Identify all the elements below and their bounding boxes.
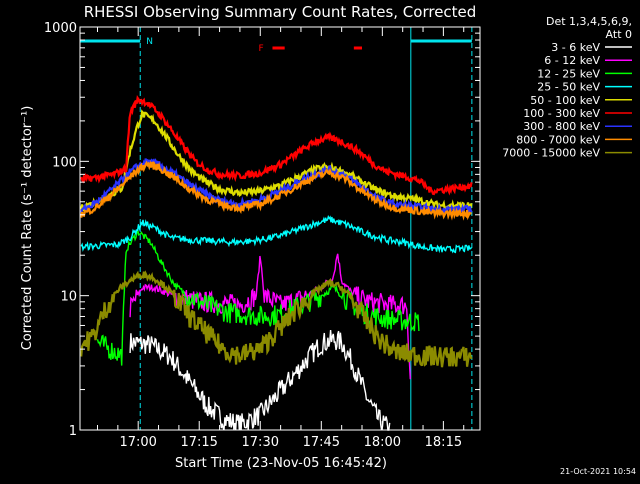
- series-line-4: [80, 214, 473, 254]
- x-tick-label: 17:30: [242, 435, 279, 450]
- legend-label-9: 7000 - 15000 keV: [502, 147, 600, 160]
- plot-frame: [79, 26, 481, 431]
- legend-label-3: 12 - 25 keV: [537, 67, 600, 80]
- legend-header-line-1: Det 1,3,4,5,6,9,: [546, 15, 632, 28]
- legend-label-8: 800 - 7000 keV: [516, 133, 600, 146]
- legend-label-2: 6 - 12 keV: [544, 54, 600, 67]
- legend-header-line-2: Att 0: [606, 28, 632, 41]
- footer-date: 21-Oct-2021 10:54: [560, 467, 636, 476]
- x-axis-label: Start Time (23-Nov-05 16:45:42): [175, 456, 387, 471]
- legend-label-5: 50 - 100 keV: [530, 94, 600, 107]
- series-line-5: [80, 109, 473, 213]
- y-tick-label: 1: [69, 424, 77, 439]
- x-tick-label: 17:15: [180, 435, 217, 450]
- series-line-8: [80, 160, 472, 221]
- x-tick-label: 18:15: [425, 435, 462, 450]
- series-line-1: [129, 329, 391, 431]
- legend-label-6: 100 - 300 keV: [523, 107, 600, 120]
- legend-label-7: 300 - 800 keV: [523, 120, 600, 133]
- series-line-9: [80, 270, 473, 368]
- x-tick-label: 17:45: [303, 435, 340, 450]
- series-line-6: [80, 95, 473, 196]
- legend-label-4: 25 - 50 keV: [537, 81, 600, 94]
- y-tick-label: 1000: [44, 21, 77, 36]
- night-marker-label: N: [146, 37, 153, 47]
- legend-label-1: 3 - 6 keV: [551, 41, 600, 54]
- series-line-7: [80, 158, 473, 215]
- flare-marker-label: F: [258, 44, 263, 54]
- y-tick-label: 100: [52, 155, 77, 170]
- series-line-2: [129, 253, 411, 380]
- chart-title: RHESSI Observing Summary Count Rates, Co…: [84, 3, 477, 21]
- x-tick-label: 17:00: [119, 435, 156, 450]
- y-axis-label: Corrected Count Rate (s⁻¹ detector⁻¹): [20, 106, 35, 351]
- x-tick-label: 18:00: [364, 435, 401, 450]
- plot-layer: N F 1 10 100 1000 17:00 17:15 17:30 17:45 18:00 18:…: [44, 21, 632, 450]
- y-tick-label: 10: [60, 290, 77, 305]
